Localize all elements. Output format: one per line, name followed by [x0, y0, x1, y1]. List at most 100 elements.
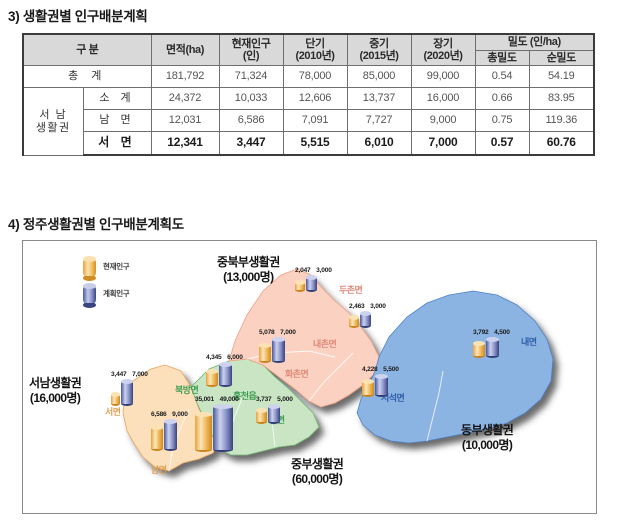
header-long-term: 장기 (2020년) — [410, 33, 476, 67]
district-label-seo: 서면 — [105, 407, 121, 417]
bar-planned-dong — [268, 404, 280, 424]
data-marker-seoseok: 4,228 5,500 — [362, 366, 399, 397]
header-mid-term: 중기 (2015년) — [346, 33, 412, 67]
table-row-total: 총 계 181,792 71,324 78,000 85,000 99,000 … — [21, 65, 596, 89]
header-density-group: 밀도 (인/ha) — [474, 32, 596, 51]
cell-total-short: 78,000 — [282, 65, 348, 89]
header-long-term-line2: (2020년) — [423, 50, 463, 63]
cell-total-net: 54.19 — [528, 65, 596, 89]
bars-hwachon — [259, 337, 296, 363]
legend-item-current-population: 현재인구 — [83, 253, 130, 281]
bars-bukbang — [206, 362, 243, 387]
header-short-term: 단기 (2010년) — [282, 33, 348, 67]
zone-label-southwest: 서남생활권 (16,000명) — [29, 376, 82, 406]
data-values-nam: 6,586 9,000 — [151, 411, 188, 418]
zone-population-central: (60,000명) — [291, 472, 343, 486]
value-current-seoseok: 4,228 — [362, 366, 378, 373]
cell-total-current: 71,324 — [218, 65, 284, 89]
zone-label-north-central: 중북부생활권 (13,000명) — [217, 255, 280, 285]
header-area: 면적(ha) — [150, 33, 220, 67]
bar-planned-seoseok — [375, 374, 388, 397]
data-marker-duchon: 2,047 3,000 — [295, 267, 332, 292]
bars-hongcheon — [195, 404, 239, 452]
cylinder-planned-population-icon — [83, 282, 96, 308]
value-current-dong: 3,737 — [256, 396, 272, 403]
value-current-naemyeon: 3,792 — [473, 329, 489, 336]
value-planned-hwachon: 7,000 — [280, 329, 296, 336]
cell-nam-net: 119.36 — [528, 109, 596, 133]
data-marker-seo: 3,447 7,000 — [111, 371, 148, 406]
header-current-population: 현재인구 (인) — [218, 33, 284, 67]
value-current-seo: 3,447 — [111, 371, 127, 378]
cell-nam-long: 9,000 — [410, 109, 476, 133]
data-values-naechon: 2,463 3,000 — [349, 303, 386, 310]
header-current-population-line2: (인) — [242, 50, 260, 63]
cell-subtotal-area: 24,372 — [150, 87, 220, 111]
population-allocation-table: 구 분 면적(ha) 현재인구 (인) 단기 (2010년) 중기 (2015년… — [21, 32, 596, 157]
header-short-term-line1: 단기 — [305, 37, 325, 50]
cell-subtotal-net: 83.95 — [528, 87, 596, 111]
bars-seo — [111, 379, 148, 406]
cell-seo-current: 3,447 — [218, 131, 284, 157]
legend-item-planned-population: 계획인구 — [83, 280, 130, 308]
data-values-seo: 3,447 7,000 — [111, 371, 148, 378]
bars-nam — [151, 419, 188, 451]
legend-label-planned-population: 계획인구 — [103, 289, 130, 298]
row-label-nam-myeon: 남 면 — [82, 109, 152, 133]
bars-seoseok — [362, 374, 399, 397]
bar-current-nam — [151, 425, 163, 451]
zone-population-southwest: (16,000명) — [29, 391, 81, 405]
cell-total-area: 181,792 — [150, 65, 220, 89]
row-label-total: 총 계 — [21, 65, 152, 89]
zone-label-east: 동부생활권 (10,000명) — [461, 423, 514, 453]
bar-current-dong — [256, 408, 267, 424]
value-current-hwachon: 5,078 — [259, 329, 275, 336]
header-long-term-line1: 장기 — [433, 37, 453, 50]
cell-nam-gross: 0.75 — [474, 109, 530, 133]
row-label-seo-myeon: 서 면 — [82, 131, 152, 157]
data-marker-hongcheon: 35,001 49,000 — [195, 396, 239, 452]
value-planned-duchon: 3,000 — [316, 267, 332, 274]
table-row-subtotal: 서 남 생활권 소 계 24,372 10,033 12,606 13,737 … — [22, 87, 596, 156]
bars-naemyeon — [473, 337, 510, 358]
cell-nam-area: 12,031 — [150, 109, 220, 133]
value-planned-bukbang: 6,000 — [227, 354, 243, 361]
value-planned-dong: 5,000 — [277, 396, 293, 403]
cell-subtotal-current: 10,033 — [218, 87, 284, 111]
district-label-naechon: 내촌면 — [313, 339, 337, 349]
bar-planned-seo — [121, 379, 133, 406]
district-label-naemyeon: 내면 — [521, 337, 537, 347]
bar-current-seoseok — [362, 379, 374, 397]
data-values-bukbang: 4,345 6,000 — [206, 354, 243, 361]
value-planned-seoseok: 5,500 — [383, 366, 399, 373]
legend-label-current-population: 현재인구 — [103, 262, 130, 271]
data-marker-naechon: 2,463 3,000 — [349, 303, 386, 328]
population-distribution-map: 현재인구 계획인구 중북부생활권 (13,000명) 서남생활권 (16,000… — [22, 240, 597, 514]
district-label-hongcheon: 홍천읍 — [233, 391, 257, 401]
data-values-naemyeon: 3,792 4,500 — [473, 329, 510, 336]
zone-population-east: (10,000명) — [461, 438, 513, 452]
zone-name-north-central: 중북부생활권 — [217, 255, 280, 269]
table-body: 총 계 181,792 71,324 78,000 85,000 99,000 … — [21, 65, 596, 157]
district-label-hwachon: 화촌면 — [285, 369, 309, 379]
population-allocation-table-wrapper: 구 분 면적(ha) 현재인구 (인) 단기 (2010년) 중기 (2015년… — [21, 32, 596, 157]
zone-name-east: 동부생활권 — [461, 423, 514, 437]
row-group-label-line2: 생활권 — [35, 121, 71, 134]
header-gross-density: 총밀도 — [474, 49, 530, 67]
map-region-north-central — [228, 268, 380, 408]
bar-planned-bukbang — [219, 362, 232, 387]
cell-seo-net: 60.76 — [528, 131, 596, 157]
data-values-dong: 3,737 5,000 — [256, 396, 293, 403]
bar-planned-duchon — [306, 275, 317, 292]
bar-current-naemyeon — [473, 341, 485, 358]
cell-seo-long: 7,000 — [410, 131, 476, 157]
value-planned-hongcheon: 49,000 — [219, 396, 239, 403]
header-short-term-line2: (2010년) — [295, 50, 335, 63]
cell-seo-area: 12,341 — [150, 131, 220, 157]
district-label-seoseok: 서석면 — [381, 393, 405, 403]
map-region-east — [356, 290, 554, 444]
bar-planned-naechon — [360, 311, 371, 328]
zone-name-southwest: 서남생활권 — [29, 376, 82, 390]
header-net-density: 순밀도 — [528, 49, 596, 67]
value-current-hongcheon: 35,001 — [195, 396, 214, 403]
